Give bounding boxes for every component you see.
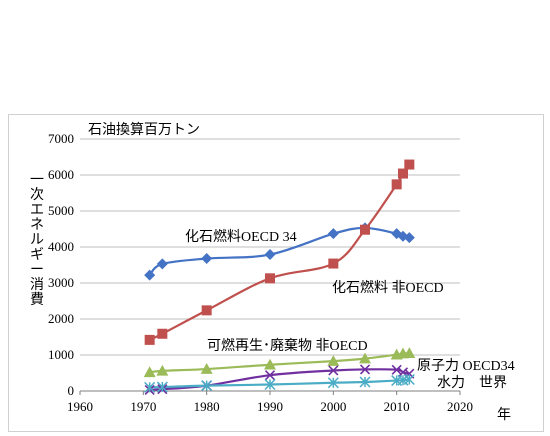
chart-frame [8, 114, 544, 432]
data-point-4 [359, 376, 371, 388]
data-point-1 [404, 159, 415, 170]
markers-layer [143, 159, 416, 395]
y-tick-label: 1000 [48, 347, 74, 362]
x-tick-label: 1980 [194, 399, 220, 414]
y-tick-label: 3000 [48, 275, 74, 290]
data-point-3 [328, 365, 339, 376]
series-layer [148, 163, 411, 392]
y-tick-labels: 0 1000 2000 3000 4000 5000 6000 7000 [48, 131, 74, 398]
x-tick-labels: 1960 1970 1980 1990 2000 2010 2020 [67, 391, 473, 414]
y-axis-title-char: 一 [30, 173, 44, 188]
data-point-0 [327, 228, 339, 240]
x-tick-label: 2020 [447, 399, 473, 414]
data-point-1 [201, 305, 212, 316]
data-point-3 [264, 370, 276, 381]
data-point-4 [327, 377, 339, 389]
data-point-1 [157, 328, 168, 339]
data-point-0 [201, 253, 213, 265]
data-point-2 [264, 358, 276, 370]
y-tick-label: 2000 [48, 311, 74, 326]
y-tick-label: 7000 [48, 131, 74, 146]
y-axis-title-char: エ [30, 203, 44, 218]
x-tick-label: 1960 [67, 399, 93, 414]
data-point-1 [360, 224, 370, 235]
data-point-2 [359, 352, 371, 364]
y-axis-title-char: 消 [30, 277, 44, 293]
data-point-4 [403, 373, 415, 386]
annotation-renewables-nonoecd: 可燃再生･廃棄物 非OECD [207, 337, 368, 354]
x-tick-label: 1990 [257, 399, 283, 414]
annotation-hydro-world: 水力 世界 [437, 375, 507, 391]
data-point-1 [265, 273, 275, 284]
data-point-1 [328, 258, 339, 269]
data-point-1 [398, 168, 408, 179]
y-axis-title-char: ネ [30, 217, 44, 233]
y-tick-label: 6000 [48, 167, 74, 182]
annotation-fossil-nonoecd: 化石燃料 非OECD [332, 279, 444, 296]
y-axis-title-char: ル [30, 233, 44, 248]
y-axis-title-char: 費 [30, 292, 44, 308]
data-point-0 [403, 232, 415, 244]
series-line-4 [149, 378, 410, 389]
y-axis-title-char: 次 [30, 187, 44, 203]
x-tick-label: 2000 [320, 399, 346, 414]
data-point-4 [144, 381, 156, 393]
data-point-2 [200, 363, 213, 374]
annotation-nuclear-oecd: 原子力 OECD34 [417, 358, 515, 374]
data-point-0 [264, 249, 276, 261]
data-point-2 [143, 366, 156, 378]
data-point-4 [156, 381, 168, 393]
y-axis-unit-label: 石油換算百万トン [88, 122, 200, 138]
data-point-4 [264, 378, 276, 391]
data-point-2 [327, 355, 340, 366]
x-tick-label: 2010 [384, 399, 410, 414]
y-axis-title-char: ー [30, 263, 44, 278]
y-axis-title-char: ギ [30, 247, 44, 263]
data-point-1 [391, 179, 402, 190]
data-point-3 [359, 364, 371, 375]
y-tick-label: 4000 [48, 239, 74, 254]
data-point-0 [156, 258, 168, 270]
y-tick-label: 5000 [48, 203, 74, 218]
annotation-fossil-oecd: 化石燃料OECD 34 [185, 228, 297, 245]
data-point-0 [144, 269, 156, 281]
x-axis-title: 年 [497, 407, 511, 423]
y-tick-label: 0 [68, 383, 75, 398]
data-point-3 [391, 364, 402, 375]
data-point-2 [156, 364, 169, 376]
data-point-4 [201, 380, 213, 392]
data-point-1 [144, 334, 155, 345]
x-tick-label: 1970 [130, 399, 156, 414]
data-point-2 [403, 347, 416, 358]
